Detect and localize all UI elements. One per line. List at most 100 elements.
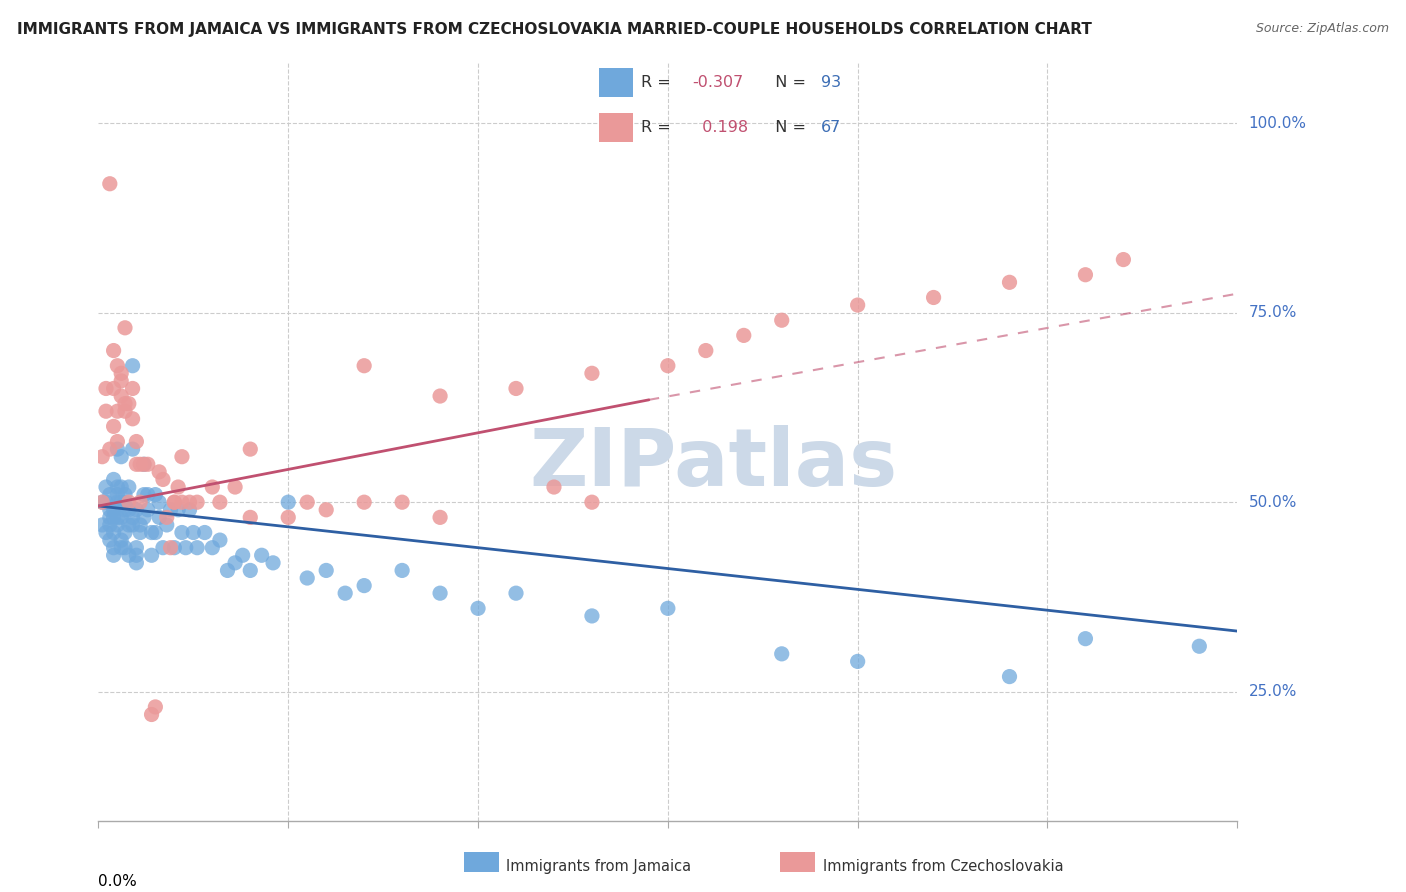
Point (315, 564, 337, 578)
Point (103, 473, 125, 487)
Point (98, 517, 121, 532)
Point (1112, 252, 1135, 267)
Point (107, 442, 129, 457)
Point (391, 495, 413, 509)
Point (98, 533, 121, 547)
Point (94, 404, 117, 418)
Point (114, 487, 136, 501)
Point (543, 480, 565, 494)
Point (145, 699, 167, 714)
Text: 93: 93 (821, 75, 841, 90)
Point (114, 495, 136, 509)
Point (125, 434, 148, 449)
Point (239, 442, 262, 457)
Point (98, 487, 121, 501)
Point (110, 366, 132, 380)
Text: Immigrants from Jamaica: Immigrants from Jamaica (506, 859, 692, 873)
Point (152, 473, 174, 487)
Point (1074, 268, 1097, 282)
Point (107, 517, 129, 532)
Point (121, 382, 143, 396)
Point (277, 510, 299, 524)
Point (98, 503, 121, 517)
Point (179, 495, 201, 509)
Point (141, 548, 163, 563)
Point (208, 495, 231, 509)
Point (156, 517, 179, 532)
Point (103, 343, 125, 358)
Text: 75.0%: 75.0% (1249, 305, 1296, 320)
Point (657, 601, 679, 615)
Point (167, 503, 190, 517)
Point (103, 419, 125, 434)
Point (129, 457, 152, 471)
Point (110, 374, 132, 388)
Point (107, 487, 129, 501)
Point (429, 510, 451, 524)
Point (224, 480, 246, 494)
Point (110, 541, 132, 555)
Point (118, 396, 141, 410)
Point (121, 412, 143, 426)
Point (118, 480, 141, 494)
Bar (599, 113, 633, 142)
Point (121, 517, 143, 532)
Point (163, 541, 186, 555)
Point (505, 586, 527, 600)
Point (107, 495, 129, 509)
Point (141, 525, 163, 540)
Text: Immigrants from Czechoslovakia: Immigrants from Czechoslovakia (823, 859, 1063, 873)
Point (114, 503, 136, 517)
Point (170, 450, 193, 464)
Text: 50.0%: 50.0% (1249, 495, 1296, 509)
Point (121, 359, 143, 373)
Text: 0.0%: 0.0% (98, 874, 138, 888)
Point (107, 510, 129, 524)
Point (277, 495, 299, 509)
Point (695, 343, 717, 358)
Point (148, 510, 170, 524)
Point (114, 541, 136, 555)
Point (353, 495, 375, 509)
Point (335, 586, 357, 600)
Point (239, 510, 262, 524)
Point (250, 548, 273, 563)
Point (125, 503, 148, 517)
Point (129, 495, 152, 509)
Point (110, 495, 132, 509)
Point (98, 442, 121, 457)
Point (110, 533, 132, 547)
Point (194, 525, 217, 540)
Point (1188, 639, 1211, 653)
Point (107, 404, 129, 418)
Point (132, 457, 155, 471)
Point (148, 495, 170, 509)
Point (114, 396, 136, 410)
Point (121, 510, 143, 524)
Point (125, 556, 148, 570)
Point (103, 548, 125, 563)
Point (163, 495, 186, 509)
Point (107, 480, 129, 494)
Point (152, 541, 174, 555)
Point (170, 495, 193, 509)
Point (129, 525, 152, 540)
Point (186, 541, 208, 555)
Point (179, 503, 201, 517)
Point (429, 586, 451, 600)
Point (114, 525, 136, 540)
Point (846, 655, 869, 669)
Point (114, 321, 136, 335)
Point (110, 389, 132, 403)
Point (103, 503, 125, 517)
Point (353, 359, 375, 373)
Point (103, 525, 125, 540)
Text: N =: N = (765, 120, 811, 135)
Point (136, 503, 159, 517)
Point (159, 503, 181, 517)
Point (118, 495, 141, 509)
Point (159, 541, 181, 555)
Point (94, 382, 117, 396)
Point (998, 275, 1021, 289)
Point (770, 647, 793, 661)
